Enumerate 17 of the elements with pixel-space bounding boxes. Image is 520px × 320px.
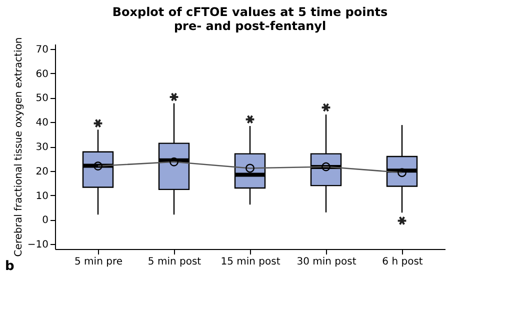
y-tick-label: 30 bbox=[36, 142, 48, 153]
y-tick-label: 50 bbox=[36, 93, 48, 104]
y-tick-label: 40 bbox=[36, 118, 48, 129]
x-tick-label: 15 min post bbox=[220, 256, 280, 268]
x-tick-label: 30 min post bbox=[296, 256, 356, 268]
x-tick-label: 5 min pre bbox=[74, 256, 122, 268]
y-tick-label: 70 bbox=[36, 44, 48, 56]
x-tick-label: 5 min post bbox=[148, 256, 202, 268]
y-tick-label: −10 bbox=[27, 240, 48, 251]
y-tick-label: 20 bbox=[36, 166, 48, 178]
x-tick-label: 6 h post bbox=[382, 256, 423, 268]
y-tick-label: 60 bbox=[36, 68, 48, 80]
y-axis-title: Cerebral fractional tissue oxygen extraction bbox=[13, 37, 24, 257]
y-tick-label: 0 bbox=[42, 215, 48, 226]
y-tick-label: 10 bbox=[36, 190, 48, 202]
text: b bbox=[5, 259, 14, 274]
chart-title: Boxplot of cFTOE values at 5 time points pre- and post-fentanyl bbox=[112, 4, 388, 33]
